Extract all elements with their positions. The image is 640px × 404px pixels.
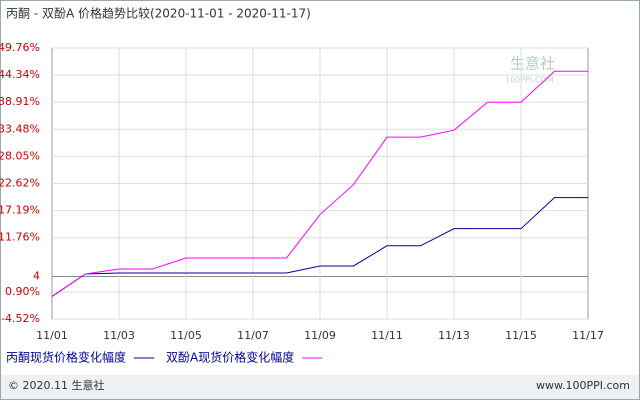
legend-label: 双酚A现货价格变化幅度 (166, 350, 294, 365)
x-tick-label: 11/15 (505, 329, 537, 342)
watermark-sub: 100PPI.COM (505, 76, 554, 85)
y-tick-label: 11.76% (0, 231, 40, 244)
footer-bar (1, 375, 639, 399)
y-tick-label: 49.76% (0, 41, 40, 54)
series-line (51, 70, 588, 297)
y-tick-label: 33.48% (0, 122, 40, 135)
x-tick-label: 11/13 (438, 329, 470, 342)
x-tick-label: 11/11 (371, 329, 403, 342)
x-tick-label: 11/07 (237, 329, 269, 342)
y-tick-label: 38.91% (0, 95, 40, 108)
y-tick-label: -4.52% (1, 312, 40, 325)
chart-title: 丙酮 - 双酚A 价格趋势比较(2020-11-01 - 2020-11-17) (6, 6, 311, 21)
footer-left: © 2020.11 生意社 (8, 378, 104, 392)
legend-label: 丙酮现货价格变化幅度 (6, 350, 126, 365)
y-tick-label: 28.05% (0, 149, 40, 162)
y-tick-label: 0.90% (5, 285, 40, 298)
x-tick-label: 11/17 (572, 329, 604, 342)
y-tick-label: 4 (33, 269, 40, 282)
footer-right: www.100PPI.com (536, 379, 630, 392)
x-tick-label: 11/09 (304, 329, 336, 342)
x-tick-label: 11/01 (36, 329, 68, 342)
y-tick-label: 22.62% (0, 177, 40, 190)
watermark: 生意社 (510, 55, 555, 73)
y-tick-label: 44.34% (0, 68, 40, 81)
series-line (51, 197, 588, 297)
x-tick-label: 11/03 (103, 329, 135, 342)
y-tick-label: 17.19% (0, 204, 40, 217)
x-tick-label: 11/05 (170, 329, 202, 342)
